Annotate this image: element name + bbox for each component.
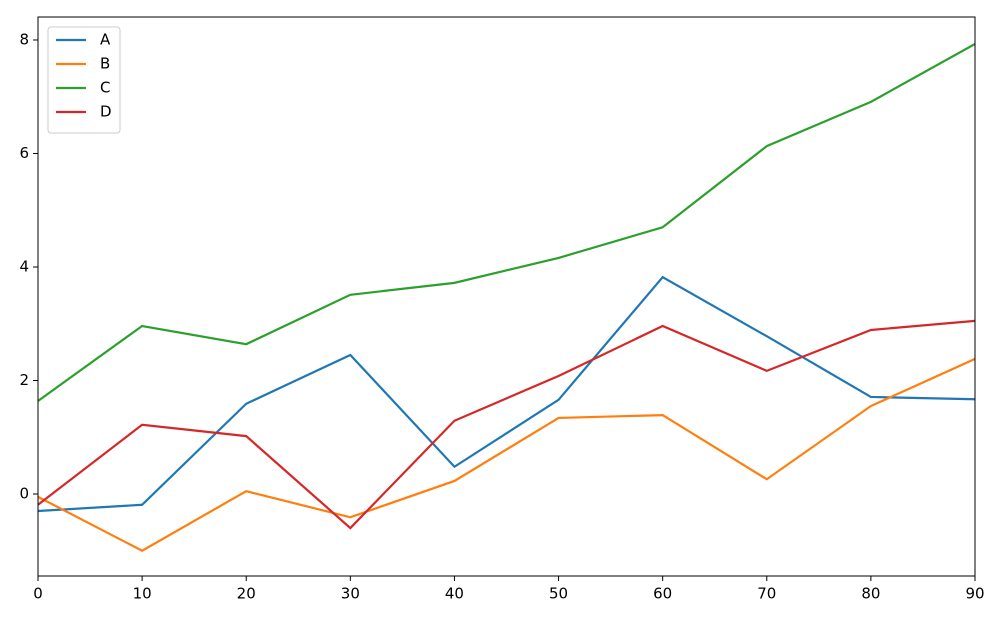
x-tick-label: 60 <box>653 585 672 603</box>
x-tick-label: 40 <box>445 585 464 603</box>
plot-frame <box>37 16 976 577</box>
x-tick-label: 20 <box>237 585 256 603</box>
y-tick-label: 6 <box>19 144 29 162</box>
legend-label: A <box>100 31 111 49</box>
x-tick-label: 10 <box>133 585 152 603</box>
x-tick-label: 50 <box>549 585 568 603</box>
line-series <box>38 275 975 513</box>
y-tick-label: 0 <box>19 484 29 502</box>
x-tick-label: 70 <box>757 585 776 603</box>
legend-label: B <box>100 55 110 73</box>
legend-box <box>47 26 121 134</box>
line-series <box>38 357 975 552</box>
y-tick-label: 4 <box>19 257 29 275</box>
y-tick-label: 8 <box>19 30 29 48</box>
legend-label: C <box>100 79 110 97</box>
legend-label: D <box>100 103 112 121</box>
line-series <box>38 319 975 530</box>
x-tick-label: 80 <box>861 585 880 603</box>
x-tick-label: 90 <box>965 585 984 603</box>
y-tick-label: 2 <box>19 371 29 389</box>
x-tick-label: 0 <box>33 585 43 603</box>
line-series <box>38 42 975 402</box>
x-tick-label: 30 <box>341 585 360 603</box>
